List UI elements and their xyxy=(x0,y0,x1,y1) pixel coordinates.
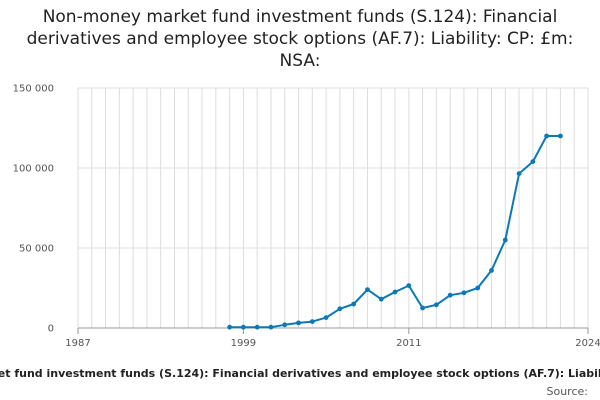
data-point[interactable] xyxy=(337,306,343,312)
data-point[interactable] xyxy=(365,287,370,292)
data-point[interactable] xyxy=(309,319,315,324)
data-point[interactable] xyxy=(502,237,508,243)
y-tick-label: 100 000 xyxy=(13,164,54,175)
data-point[interactable] xyxy=(420,305,425,311)
x-tick-label: 2024 xyxy=(575,338,600,349)
data-point[interactable] xyxy=(254,324,260,330)
grid xyxy=(77,87,589,329)
source-label: Source: xyxy=(547,385,589,398)
data-point[interactable] xyxy=(489,268,494,273)
data-point[interactable] xyxy=(530,159,536,165)
x-tick-label: 2011 xyxy=(396,338,421,349)
data-point[interactable] xyxy=(392,289,398,295)
data-point[interactable] xyxy=(241,324,246,330)
data-point[interactable] xyxy=(323,315,329,320)
data-point[interactable] xyxy=(406,283,412,288)
chart-title: Non-money market fund investment funds (… xyxy=(26,7,574,71)
data-point[interactable] xyxy=(544,133,550,139)
data-point[interactable] xyxy=(296,320,301,326)
y-tick-label: 0 xyxy=(48,324,54,335)
data-point[interactable] xyxy=(447,292,453,298)
data-point[interactable] xyxy=(516,171,522,177)
series xyxy=(227,133,563,330)
y-tick-label: 150 000 xyxy=(13,84,54,95)
x-tick-label: 1987 xyxy=(65,338,90,349)
data-point[interactable] xyxy=(227,324,233,330)
axes: 0 50 000 100 000 150 000 1987 1999 2011 2024 xyxy=(13,84,600,350)
x-tick-label: 1999 xyxy=(231,338,256,349)
data-point[interactable] xyxy=(433,302,439,308)
y-tick-label: 50 000 xyxy=(19,244,54,255)
data-point[interactable] xyxy=(351,301,357,307)
x-axis-label: Non-money market fund investment funds (… xyxy=(0,367,600,380)
data-point[interactable] xyxy=(268,324,274,330)
data-point[interactable] xyxy=(282,322,288,328)
data-point[interactable] xyxy=(475,285,481,291)
data-point[interactable] xyxy=(558,133,563,139)
data-point[interactable] xyxy=(461,290,467,296)
data-point[interactable] xyxy=(378,296,384,302)
